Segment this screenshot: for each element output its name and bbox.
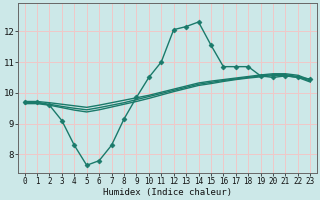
X-axis label: Humidex (Indice chaleur): Humidex (Indice chaleur) xyxy=(103,188,232,197)
